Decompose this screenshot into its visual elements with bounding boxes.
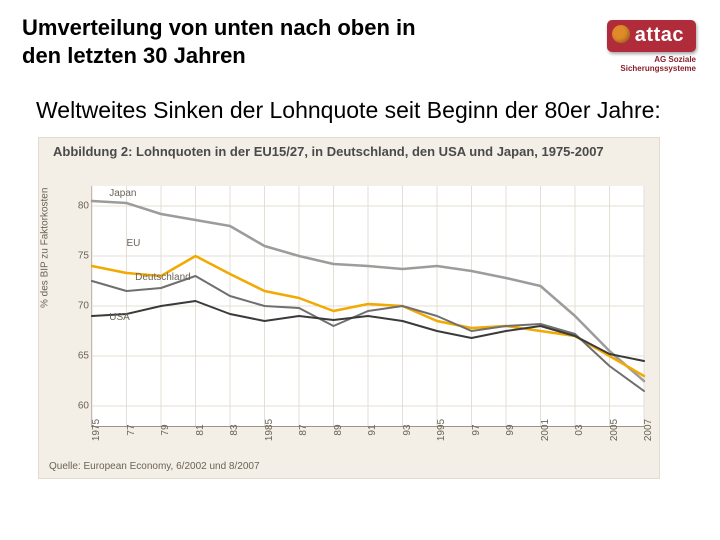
content-area: Weltweites Sinken der Lohnquote seit Beg… <box>28 96 692 516</box>
x-tick-label: 03 <box>574 424 585 435</box>
y-tick-label: 65 <box>78 350 89 361</box>
x-ticks: 1975777981831985878991931995979920010320… <box>91 428 643 448</box>
x-tick-label: 91 <box>367 424 378 435</box>
x-tick-label: 99 <box>505 424 516 435</box>
logo-sub-line2: Sicherungssysteme <box>620 64 696 73</box>
attac-circle-icon <box>612 25 630 43</box>
x-tick-label: 1995 <box>436 419 447 441</box>
x-tick-label: 97 <box>471 424 482 435</box>
attac-logo-text: attac <box>635 24 684 46</box>
subtitle: Weltweites Sinken der Lohnquote seit Beg… <box>36 96 692 125</box>
x-tick-label: 2001 <box>540 419 551 441</box>
y-tick-label: 75 <box>78 250 89 261</box>
logo-sub-line1: AG Soziale <box>654 55 696 64</box>
chart-title: Abbildung 2: Lohnquoten in der EU15/27, … <box>53 144 645 160</box>
x-tick-label: 83 <box>229 424 240 435</box>
x-tick-label: 89 <box>333 424 344 435</box>
x-tick-label: 2007 <box>643 419 654 441</box>
attac-logo: attac <box>607 20 696 52</box>
y-tick-label: 70 <box>78 300 89 311</box>
chart-figure: Abbildung 2: Lohnquoten in der EU15/27, … <box>38 137 660 479</box>
logo-block: attac AG Soziale Sicherungssysteme <box>576 20 696 74</box>
x-tick-label: 77 <box>126 424 137 435</box>
y-tick-label: 60 <box>78 400 89 411</box>
chart-plot-area: JapanEUDeutschlandUSA <box>91 186 644 427</box>
x-tick-label: 79 <box>160 424 171 435</box>
x-tick-label: 1975 <box>91 419 102 441</box>
logo-subtitle: AG Soziale Sicherungssysteme <box>576 56 696 74</box>
x-tick-label: 93 <box>402 424 413 435</box>
slide-title: Umverteilung von unten nach oben in den … <box>22 14 432 69</box>
x-tick-label: 81 <box>195 424 206 435</box>
x-tick-label: 1985 <box>264 419 275 441</box>
y-tick-label: 80 <box>78 200 89 211</box>
y-ticks: 60 65 70 75 80 <box>71 186 91 426</box>
chart-source: Quelle: European Economy, 6/2002 und 8/2… <box>49 461 260 472</box>
x-tick-label: 87 <box>298 424 309 435</box>
y-axis-label: % des BIP zu Faktorkosten <box>40 187 51 307</box>
x-tick-label: 2005 <box>609 419 620 441</box>
chart-svg <box>92 186 644 426</box>
